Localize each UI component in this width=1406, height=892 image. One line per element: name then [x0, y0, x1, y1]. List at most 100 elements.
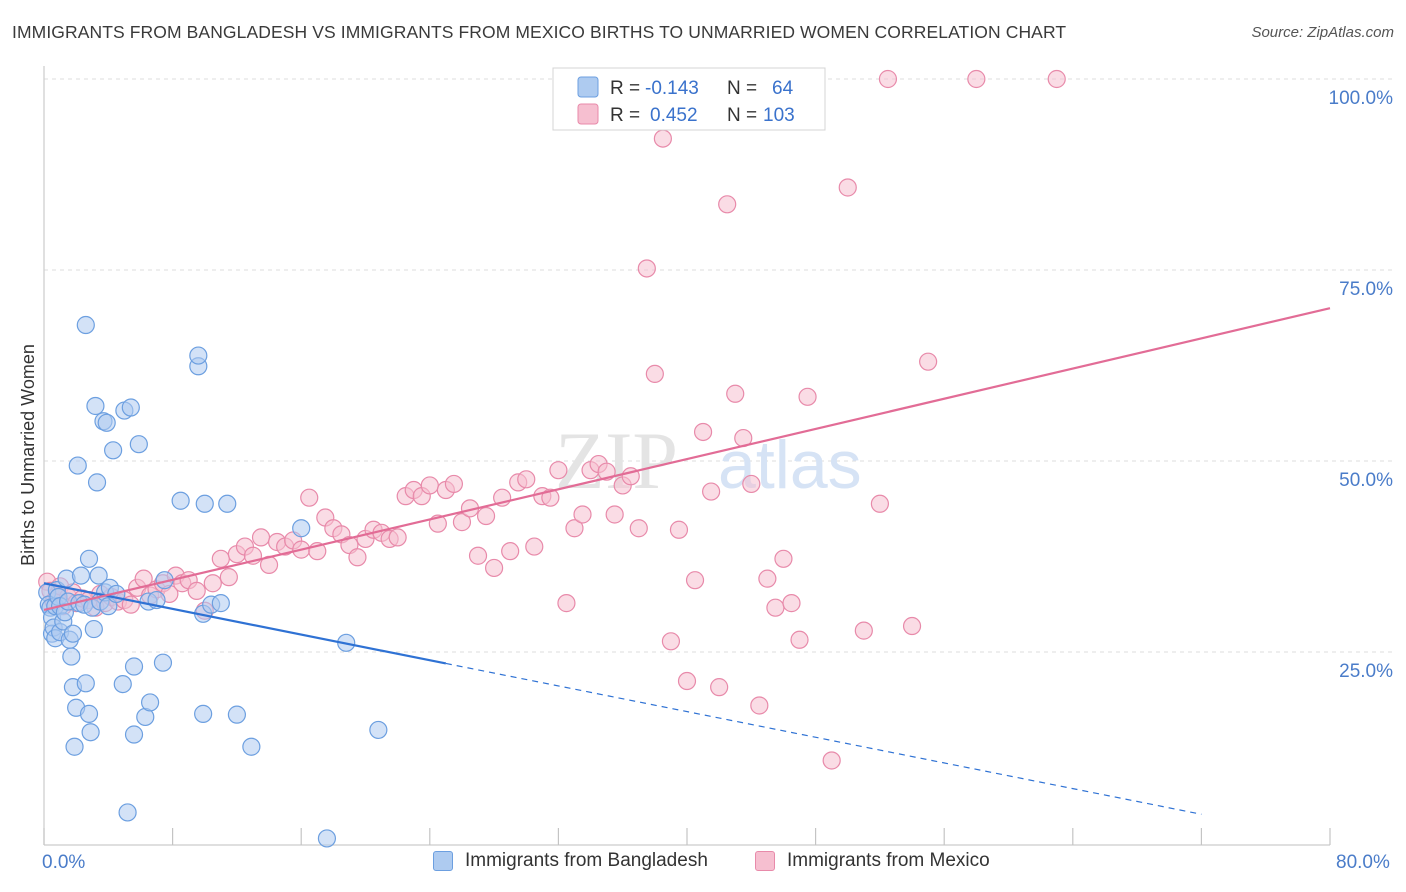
- bangladesh-point-49: [124, 657, 144, 676]
- mexico-point-74: [565, 519, 584, 538]
- mexico-point-69: [525, 537, 544, 556]
- bangladesh-point-33: [86, 396, 105, 416]
- mexico-point-84: [645, 364, 664, 384]
- x-tick-label-min: 0.0%: [42, 852, 86, 873]
- mexico-point-109: [878, 69, 898, 89]
- mexico-point-31: [219, 568, 238, 587]
- mexico-point-103: [798, 387, 817, 406]
- mexico-point-52: [388, 528, 407, 547]
- bangladesh-point-71: [369, 720, 388, 740]
- mexico-point-106: [838, 178, 857, 197]
- mexico-point-73: [557, 594, 576, 613]
- legend-r-value-2: 0.452: [650, 105, 698, 126]
- bangladesh-point-18: [63, 624, 83, 643]
- x-tick-label-max: 80.0%: [1336, 852, 1390, 873]
- axes: [43, 66, 1331, 846]
- mexico-point-98: [758, 569, 777, 588]
- bangladesh-point-42: [104, 441, 123, 460]
- legend-r-value-1: -0.143: [645, 78, 699, 99]
- mexico-point-93: [718, 195, 737, 214]
- bangladesh-point-69: [317, 829, 337, 848]
- legend-item-mexico: Immigrants from Mexico: [755, 850, 990, 872]
- mexico-point-105: [822, 751, 841, 770]
- bangladesh-point-60: [194, 704, 213, 723]
- grid-lines: [44, 78, 1392, 653]
- legend-swatch-mexico: [755, 851, 775, 871]
- series-legend: Immigrants from Bangladesh Immigrants fr…: [0, 850, 1406, 878]
- watermark: ZIP atlas: [555, 415, 862, 506]
- series-mexico-points: [38, 69, 1066, 770]
- mexico-point-96: [742, 474, 761, 494]
- mexico-point-75: [573, 505, 592, 524]
- bangladesh-point-64: [211, 594, 230, 613]
- y-tick-label-100: 100.0%: [1329, 88, 1394, 109]
- mexico-point-111: [919, 352, 938, 371]
- trend-lines: [43, 307, 1331, 815]
- mexico-point-41: [300, 488, 319, 507]
- legend-r-label-1: R =: [610, 78, 640, 99]
- bangladesh-point-66: [227, 705, 246, 724]
- stats-legend: R = -0.143 N = 64 R = 0.452 N = 103: [552, 67, 826, 131]
- bangladesh-point-47: [121, 398, 140, 417]
- bangladesh-point-44: [113, 674, 132, 694]
- mexico-point-102: [790, 630, 809, 649]
- bangladesh-point-24: [71, 566, 91, 585]
- bangladesh-point-59: [189, 346, 208, 365]
- bangladesh-point-28: [79, 704, 99, 723]
- mexico-point-94: [726, 384, 745, 403]
- mexico-point-68: [517, 470, 536, 489]
- bangladesh-point-32: [84, 619, 103, 639]
- mexico-point-110: [902, 616, 922, 636]
- bangladesh-point-20: [65, 737, 84, 756]
- mexico-point-112: [967, 69, 986, 89]
- mexico-point-29: [203, 574, 222, 593]
- mexico-point-85: [653, 129, 672, 148]
- bangladesh-point-50: [129, 435, 148, 454]
- mexico-point-89: [685, 571, 705, 590]
- mexico-point-30: [211, 549, 230, 568]
- mexico-point-47: [348, 548, 367, 567]
- y-tick-labels: 100.0% 75.0% 50.0% 25.0%: [1329, 88, 1394, 682]
- mexico-point-56: [420, 476, 439, 495]
- mexico-point-108: [870, 494, 890, 513]
- mexico-point-62: [468, 546, 488, 565]
- mexico-point-86: [661, 632, 681, 651]
- bangladesh-point-67: [242, 737, 261, 756]
- mexico-point-66: [501, 542, 520, 561]
- mexico-point-63: [476, 506, 496, 526]
- mexico-point-92: [710, 678, 729, 697]
- mexico-point-71: [541, 488, 560, 507]
- bangladesh-point-65: [218, 494, 237, 513]
- y-axis-label: Births to Unmarried Women: [18, 344, 38, 566]
- bangladesh-point-30: [81, 723, 100, 742]
- legend-n-label-2: N =: [727, 105, 757, 126]
- mexico-point-83: [637, 259, 656, 278]
- mexico-point-91: [702, 482, 721, 501]
- mexico-point-101: [782, 594, 801, 613]
- bangladesh-point-22: [68, 456, 87, 475]
- bangladesh-trend-extension: [445, 662, 1202, 815]
- y-tick-label-75: 75.0%: [1339, 279, 1393, 300]
- mexico-point-100: [774, 549, 793, 568]
- bangladesh-point-39: [97, 413, 116, 432]
- chart-title: IMMIGRANTS FROM BANGLADESH VS IMMIGRANTS…: [12, 22, 1067, 42]
- legend-pink-swatch: [577, 103, 599, 125]
- legend-n-value-1: 64: [772, 78, 794, 99]
- mexico-point-113: [1047, 69, 1066, 89]
- legend-swatch-bangladesh: [433, 851, 453, 871]
- bangladesh-point-48: [124, 725, 144, 744]
- source-label: Source: ZipAtlas.com: [1251, 24, 1394, 41]
- mexico-point-99: [766, 598, 785, 617]
- bangladesh-point-68: [292, 519, 311, 538]
- bangladesh-point-55: [153, 653, 173, 672]
- bangladesh-point-62: [195, 494, 214, 513]
- mexico-point-90: [693, 422, 713, 442]
- bangladesh-point-35: [89, 566, 108, 585]
- mexico-point-79: [605, 505, 624, 524]
- mexico-point-82: [629, 519, 648, 538]
- bangladesh-point-29: [79, 549, 99, 568]
- bangladesh-point-26: [76, 674, 95, 693]
- y-tick-label-25: 25.0%: [1339, 661, 1393, 682]
- bangladesh-point-17: [62, 647, 81, 666]
